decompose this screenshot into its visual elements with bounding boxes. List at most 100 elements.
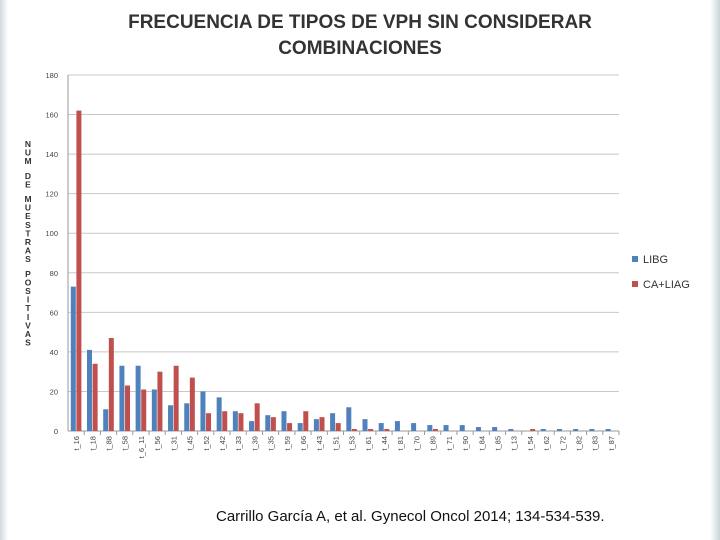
bar-libg bbox=[265, 415, 271, 431]
y-axis-title-letter: P bbox=[25, 269, 31, 279]
bar-ca-liag bbox=[303, 411, 309, 431]
bar-libg bbox=[119, 365, 125, 431]
x-tick-label: t_18 bbox=[88, 436, 97, 451]
bar-libg bbox=[411, 423, 417, 431]
bar-libg bbox=[573, 429, 579, 431]
y-tick-label: 40 bbox=[50, 348, 58, 357]
bar-ca-liag bbox=[270, 417, 276, 431]
x-tick-label: t_54 bbox=[526, 436, 535, 451]
bar-libg bbox=[459, 425, 465, 431]
y-tick-label: 160 bbox=[45, 111, 58, 120]
bar-libg bbox=[281, 411, 287, 431]
y-axis-title-letter: M bbox=[24, 156, 31, 166]
x-tick-label: t_44 bbox=[380, 436, 389, 451]
bar-ca-liag bbox=[254, 403, 260, 431]
bar-libg bbox=[427, 425, 433, 431]
bar-libg bbox=[540, 429, 546, 431]
y-axis-title-letter: S bbox=[25, 286, 31, 296]
x-tick-label: t_62 bbox=[542, 436, 551, 451]
x-tick-label: t_71 bbox=[445, 436, 454, 451]
bar-libg bbox=[313, 419, 319, 431]
y-axis-title-letter: S bbox=[25, 220, 31, 230]
bar-libg bbox=[346, 407, 352, 431]
y-axis-title-letter: O bbox=[25, 277, 32, 287]
bar-libg bbox=[70, 286, 76, 431]
bar-ca-liag bbox=[157, 371, 163, 431]
bar-ca-liag bbox=[368, 429, 374, 431]
y-axis-title-letter: N bbox=[25, 139, 31, 149]
x-tick-label: t_81 bbox=[396, 436, 405, 451]
bar-ca-liag bbox=[335, 423, 341, 431]
x-tick-label: t_89 bbox=[429, 436, 438, 451]
x-tick-label: t_83 bbox=[591, 436, 600, 451]
y-tick-label: 0 bbox=[54, 427, 58, 436]
y-axis-title-letter: V bbox=[25, 320, 31, 330]
x-tick-label: t_35 bbox=[267, 436, 276, 451]
bar-libg bbox=[216, 397, 222, 431]
y-axis-title-letter: S bbox=[25, 338, 31, 348]
x-tick-label: t_87 bbox=[607, 436, 616, 451]
y-axis-title-letter: E bbox=[25, 211, 31, 221]
legend-label: CA+LIAG bbox=[643, 279, 690, 291]
x-tick-label: t_6_11 bbox=[137, 436, 146, 458]
x-tick-label: t_90 bbox=[461, 436, 470, 451]
x-tick-label: t_53 bbox=[348, 436, 357, 451]
y-axis-title-letter: M bbox=[24, 194, 31, 204]
y-tick-label: 80 bbox=[50, 269, 58, 278]
y-axis-title-letter: A bbox=[25, 246, 31, 256]
slide-left-band bbox=[0, 0, 8, 540]
slide-right-band bbox=[710, 0, 720, 540]
x-tick-label: t_45 bbox=[186, 436, 195, 451]
y-tick-label: 180 bbox=[45, 71, 58, 80]
bar-libg bbox=[151, 389, 157, 431]
bar-libg bbox=[249, 421, 255, 431]
y-axis-title-letter: S bbox=[25, 254, 31, 264]
x-tick-label: t_61 bbox=[364, 436, 373, 451]
bar-ca-liag bbox=[173, 365, 179, 431]
x-tick-label: t_42 bbox=[218, 436, 227, 451]
x-tick-label: t_56 bbox=[153, 436, 162, 451]
y-axis-title-letter: R bbox=[25, 237, 31, 247]
bar-ca-liag bbox=[108, 338, 114, 431]
y-axis-title-letter: A bbox=[25, 329, 31, 339]
bar-libg bbox=[87, 349, 93, 431]
x-tick-label: t_16 bbox=[72, 436, 81, 451]
x-tick-label: t_66 bbox=[299, 436, 308, 451]
bar-ca-liag bbox=[351, 429, 357, 431]
citation-text: Carrillo García A, et al. Gynecol Oncol … bbox=[216, 508, 605, 525]
bar-ca-liag bbox=[319, 417, 325, 431]
x-tick-label: t_70 bbox=[412, 436, 421, 451]
x-tick-label: t_82 bbox=[574, 436, 583, 451]
x-tick-label: t_39 bbox=[250, 436, 259, 451]
y-axis-title-letter: D bbox=[25, 171, 31, 181]
bar-libg bbox=[394, 421, 400, 431]
y-tick-label: 120 bbox=[45, 190, 58, 199]
y-tick-label: 60 bbox=[50, 308, 58, 317]
y-axis-title-letter: I bbox=[27, 312, 29, 322]
y-tick-label: 140 bbox=[45, 150, 58, 159]
bar-libg bbox=[200, 391, 206, 431]
y-tick-label: 20 bbox=[50, 387, 58, 396]
bar-ca-liag bbox=[384, 429, 390, 431]
bar-libg bbox=[135, 365, 141, 431]
y-axis-title-letter: I bbox=[27, 295, 29, 305]
x-tick-label: t_43 bbox=[315, 436, 324, 451]
y-axis-title-letter: U bbox=[25, 148, 31, 158]
bar-libg bbox=[362, 419, 368, 431]
x-tick-label: t_31 bbox=[169, 436, 178, 451]
x-tick-label: t_51 bbox=[331, 436, 340, 451]
bar-libg bbox=[475, 427, 481, 431]
bar-ca-liag bbox=[125, 385, 131, 431]
x-tick-label: t_85 bbox=[493, 436, 502, 451]
bar-libg bbox=[232, 411, 238, 431]
x-tick-label: t_52 bbox=[202, 436, 211, 451]
x-tick-label: t_13 bbox=[510, 436, 519, 451]
bar-libg bbox=[330, 413, 336, 431]
bar-ca-liag bbox=[222, 411, 228, 431]
y-axis-title-letter: E bbox=[25, 179, 31, 189]
bar-libg bbox=[492, 427, 498, 431]
bar-libg bbox=[103, 409, 109, 431]
chart-title: FRECUENCIA DE TIPOS DE VPH SIN CONSIDERA… bbox=[128, 12, 592, 59]
bar-ca-liag bbox=[432, 429, 438, 431]
